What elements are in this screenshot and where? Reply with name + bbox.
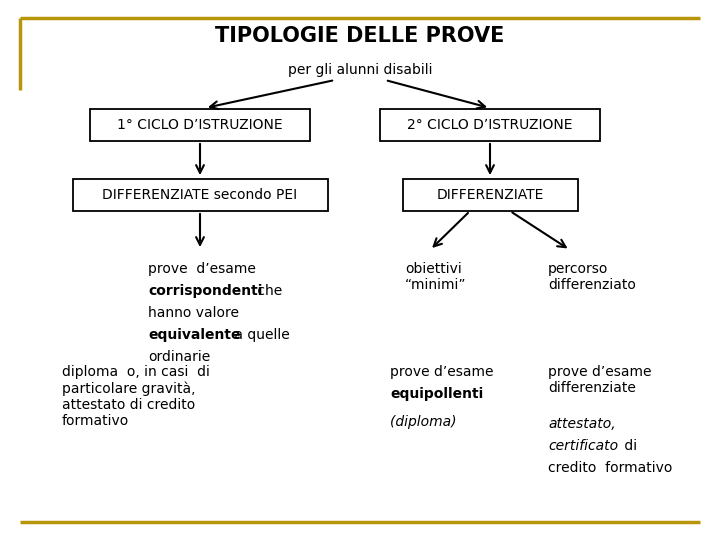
Text: che: che <box>253 284 282 298</box>
Text: credito  formativo: credito formativo <box>548 461 672 475</box>
Text: equivalente: equivalente <box>148 328 240 342</box>
Text: prove d’esame
differenziate: prove d’esame differenziate <box>548 365 652 395</box>
Bar <box>402 179 577 211</box>
Text: prove  d’esame: prove d’esame <box>148 262 256 276</box>
Text: diploma  o, in casi  di
particolare gravità,
attestato di credito
formativo: diploma o, in casi di particolare gravit… <box>62 365 210 428</box>
Text: DIFFERENZIATE: DIFFERENZIATE <box>436 188 544 202</box>
Bar <box>380 109 600 141</box>
Text: equipollenti: equipollenti <box>390 387 483 401</box>
Text: a quelle: a quelle <box>230 328 289 342</box>
Text: attestato,: attestato, <box>548 417 616 431</box>
Text: DIFFERENZIATE secondo PEI: DIFFERENZIATE secondo PEI <box>102 188 297 202</box>
Text: per gli alunni disabili: per gli alunni disabili <box>288 63 432 77</box>
Text: 2° CICLO D’ISTRUZIONE: 2° CICLO D’ISTRUZIONE <box>408 118 572 132</box>
Text: TIPOLOGIE DELLE PROVE: TIPOLOGIE DELLE PROVE <box>215 26 505 46</box>
Text: di: di <box>620 439 637 453</box>
Bar <box>73 179 328 211</box>
Text: 1° CICLO D’ISTRUZIONE: 1° CICLO D’ISTRUZIONE <box>117 118 283 132</box>
Text: obiettivi
“minimi”: obiettivi “minimi” <box>405 262 467 292</box>
Text: corrispondenti: corrispondenti <box>148 284 262 298</box>
Text: ordinarie: ordinarie <box>148 350 210 364</box>
Text: prove d’esame: prove d’esame <box>390 365 493 379</box>
Bar <box>90 109 310 141</box>
Text: certificato: certificato <box>548 439 618 453</box>
Text: percorso
differenziato: percorso differenziato <box>548 262 636 292</box>
Text: (​diploma​): (​diploma​) <box>390 415 456 429</box>
Text: hanno valore: hanno valore <box>148 306 239 320</box>
